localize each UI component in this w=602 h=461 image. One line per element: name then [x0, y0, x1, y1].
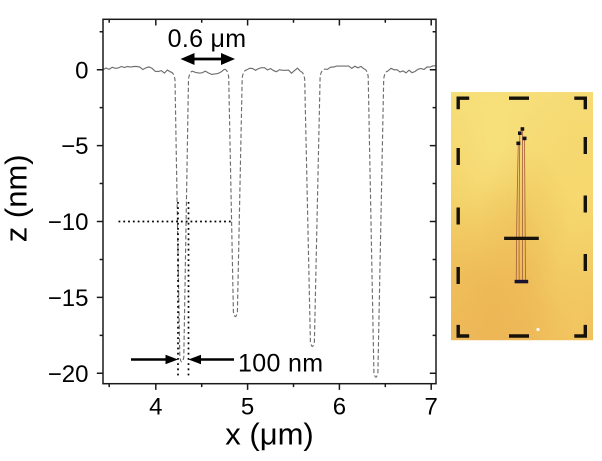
svg-text:0.6 μm: 0.6 μm: [168, 25, 247, 53]
svg-text:7: 7: [425, 394, 438, 421]
svg-text:z (nm): z (nm): [0, 154, 34, 242]
svg-text:5: 5: [241, 394, 254, 421]
svg-text:−15: −15: [48, 285, 89, 312]
svg-text:0: 0: [75, 57, 88, 84]
svg-text:6: 6: [333, 394, 346, 421]
svg-text:x (μm): x (μm): [225, 417, 313, 452]
svg-text:−10: −10: [48, 209, 89, 236]
svg-text:4: 4: [149, 394, 162, 421]
svg-text:100 nm: 100 nm: [238, 350, 324, 378]
svg-text:−20: −20: [48, 361, 89, 388]
svg-text:−5: −5: [61, 133, 88, 160]
